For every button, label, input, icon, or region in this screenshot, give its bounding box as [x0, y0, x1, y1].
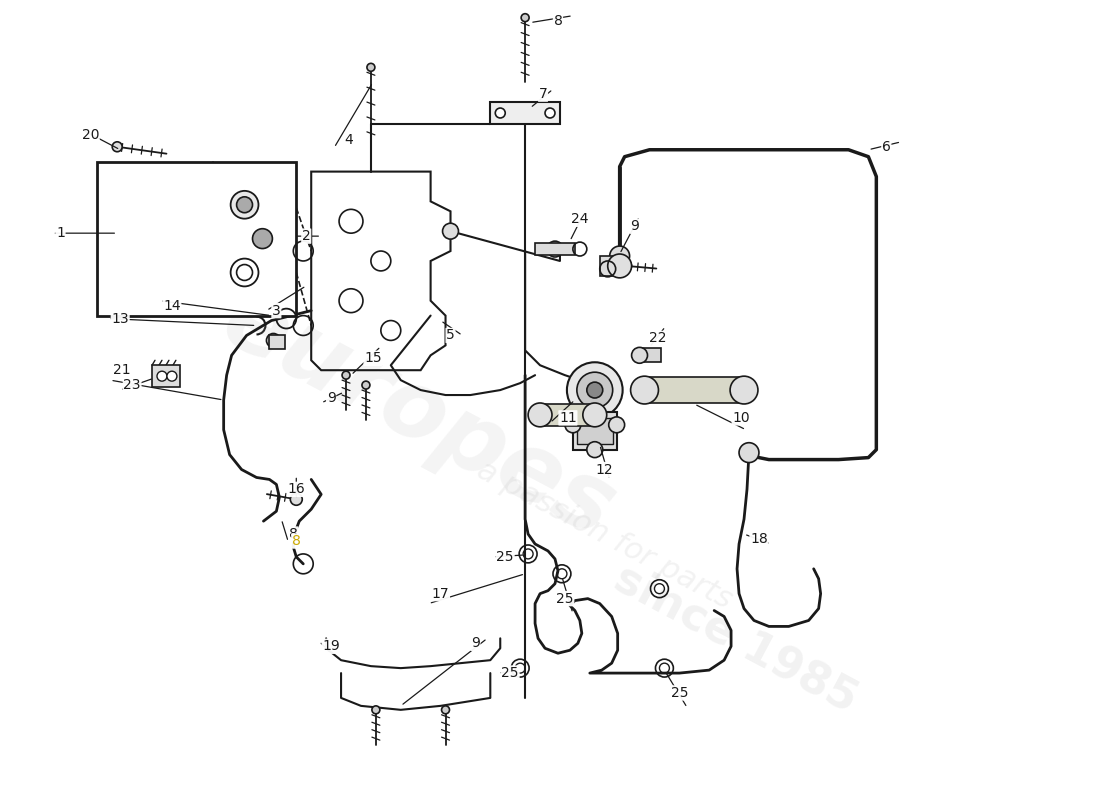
Text: 18: 18 — [750, 532, 768, 546]
Text: 5: 5 — [447, 329, 455, 342]
Circle shape — [631, 347, 648, 363]
Bar — [639, 348, 661, 362]
Circle shape — [583, 403, 607, 427]
Circle shape — [372, 706, 379, 714]
Circle shape — [607, 254, 631, 278]
Circle shape — [292, 494, 301, 504]
Text: 19: 19 — [322, 639, 340, 654]
Bar — [576, 418, 613, 444]
Bar — [573, 412, 617, 450]
Text: 7: 7 — [539, 87, 548, 101]
Circle shape — [253, 229, 273, 249]
Text: 25: 25 — [496, 550, 514, 564]
Circle shape — [167, 371, 177, 381]
Circle shape — [609, 246, 629, 266]
Text: a passion for parts: a passion for parts — [472, 455, 737, 614]
Bar — [535, 243, 575, 255]
Text: 16: 16 — [287, 482, 305, 496]
Circle shape — [547, 241, 563, 257]
Bar — [97, 162, 296, 315]
Text: since 1985: since 1985 — [607, 556, 865, 721]
Text: 9: 9 — [471, 636, 480, 650]
Bar — [600, 256, 624, 276]
Text: 3: 3 — [272, 304, 280, 318]
Bar — [491, 102, 560, 124]
Text: 2: 2 — [301, 229, 310, 243]
Text: 17: 17 — [431, 586, 450, 601]
Circle shape — [528, 403, 552, 427]
Text: 10: 10 — [733, 411, 750, 425]
Text: 9: 9 — [327, 391, 336, 405]
Text: 14: 14 — [163, 298, 180, 313]
Circle shape — [544, 108, 556, 118]
Circle shape — [157, 371, 167, 381]
Circle shape — [367, 63, 375, 71]
Text: 22: 22 — [649, 331, 667, 346]
Circle shape — [442, 223, 459, 239]
Bar — [152, 366, 180, 387]
Circle shape — [495, 108, 505, 118]
Circle shape — [621, 261, 631, 271]
Text: 25: 25 — [671, 686, 689, 700]
Bar — [645, 377, 744, 403]
Circle shape — [586, 382, 603, 398]
Circle shape — [342, 371, 350, 379]
Circle shape — [231, 258, 258, 286]
Circle shape — [576, 372, 613, 408]
Circle shape — [231, 191, 258, 218]
Text: 8: 8 — [553, 14, 562, 28]
Circle shape — [608, 417, 625, 433]
Text: 25: 25 — [557, 592, 574, 606]
Circle shape — [739, 442, 759, 462]
Text: 25: 25 — [502, 666, 519, 680]
Text: 12: 12 — [596, 462, 614, 477]
Circle shape — [441, 706, 450, 714]
Circle shape — [290, 494, 303, 506]
Text: 23: 23 — [123, 378, 141, 392]
Text: 8: 8 — [289, 527, 298, 541]
Circle shape — [266, 334, 280, 347]
Circle shape — [730, 376, 758, 404]
Text: 13: 13 — [111, 311, 129, 326]
Circle shape — [630, 376, 659, 404]
Circle shape — [586, 442, 603, 458]
Circle shape — [362, 381, 370, 389]
Text: 1: 1 — [56, 226, 65, 240]
Bar — [270, 335, 285, 350]
Circle shape — [112, 142, 122, 152]
Text: 24: 24 — [571, 212, 588, 226]
Text: 15: 15 — [364, 351, 382, 366]
Circle shape — [566, 362, 623, 418]
Circle shape — [565, 417, 581, 433]
Text: europes: europes — [207, 274, 630, 558]
Circle shape — [521, 14, 529, 22]
Bar — [540, 404, 595, 426]
Text: 8: 8 — [292, 534, 300, 548]
Circle shape — [236, 197, 253, 213]
Text: 20: 20 — [81, 128, 99, 142]
Text: 21: 21 — [113, 363, 131, 378]
Text: 9: 9 — [630, 219, 639, 234]
Text: 6: 6 — [882, 140, 891, 154]
Text: 4: 4 — [344, 133, 353, 147]
Text: 11: 11 — [559, 411, 576, 425]
